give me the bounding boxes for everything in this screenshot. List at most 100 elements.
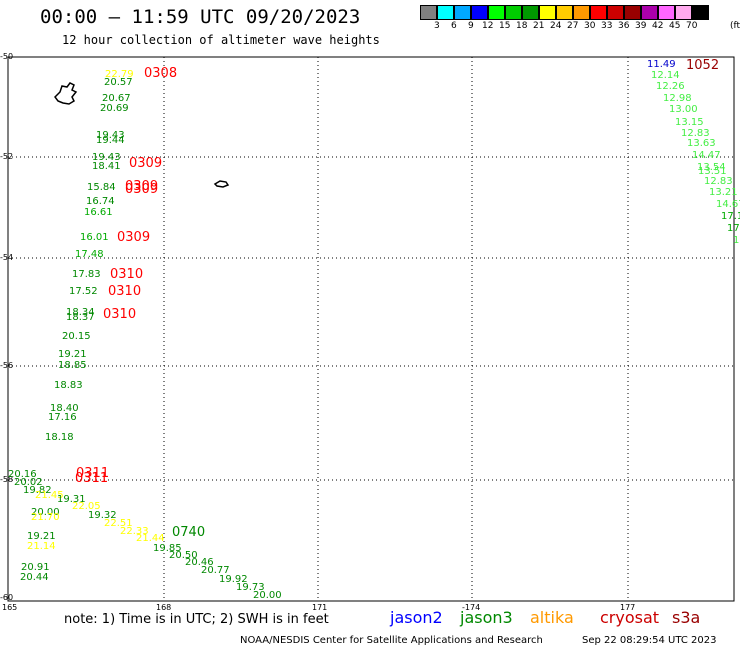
credit-line: NOAA/NESDIS Center for Satellite Applica… xyxy=(240,635,543,646)
latitude-label: -50 xyxy=(0,52,14,61)
wave-height-value: 13.51 xyxy=(698,166,727,177)
pass-id-label: 0740 xyxy=(172,525,206,540)
map-title: 00:00 – 11:59 UTC 09/20/2023 xyxy=(40,6,361,28)
wave-height-value: 18.41 xyxy=(92,161,121,172)
latitude-label: -58 xyxy=(0,475,14,484)
legend-tick-label: 15 xyxy=(499,21,511,31)
wave-height-value: 20.44 xyxy=(20,572,49,583)
longitude-label: 171 xyxy=(312,603,328,612)
wave-height-value: 20.50 xyxy=(169,550,198,561)
generated-timestamp: Sep 22 08:29:54 UTC 2023 xyxy=(582,635,717,646)
wave-height-value: 20.77 xyxy=(201,565,230,576)
legend-swatch xyxy=(556,5,573,20)
legend-swatch xyxy=(539,5,556,20)
longitude-label: 177 xyxy=(620,603,636,612)
legend-tick-label: 6 xyxy=(451,21,457,31)
wave-height-value: 20.91 xyxy=(21,562,50,573)
legend-swatch xyxy=(454,5,471,20)
wave-height-value: 13.54 xyxy=(697,162,726,173)
map-gridlines xyxy=(8,57,734,601)
legend-swatch xyxy=(437,5,454,20)
wave-height-value: 14.47 xyxy=(692,150,721,161)
legend-unit: (ft) xyxy=(730,21,740,31)
satellite-s3a-label: s3a xyxy=(672,608,701,627)
wave-height-value: 20.69 xyxy=(100,103,129,114)
legend-swatch xyxy=(420,5,437,20)
pass-id-label: 0308 xyxy=(144,66,178,81)
latitude-label: -56 xyxy=(0,361,14,370)
latitude-label: -60 xyxy=(0,593,14,602)
legend-swatch xyxy=(624,5,641,20)
legend-swatch xyxy=(692,5,709,20)
legend-tick-label: 42 xyxy=(652,21,664,31)
map-border xyxy=(7,56,735,602)
wave-height-value: 17.83 xyxy=(72,269,101,280)
auckland-islands-coastline xyxy=(54,82,78,105)
legend-tick-label: 45 xyxy=(669,21,681,31)
wave-height-value: 12.83 xyxy=(704,176,733,187)
wave-height-value: 19.92 xyxy=(219,574,248,585)
wave-height-value: 18.18 xyxy=(45,432,74,443)
wave-height-value: 19.32 xyxy=(88,510,117,521)
legend-swatches xyxy=(420,5,709,20)
wave-height-value: 20.46 xyxy=(185,557,214,568)
legend-tick-label: 12 xyxy=(482,21,494,31)
wave-height-value: 22.51 xyxy=(104,518,133,529)
wave-height-value: 16.61 xyxy=(84,207,113,218)
wave-height-value: 19.21 xyxy=(58,349,87,360)
wave-height-value: 17.1 xyxy=(721,211,740,222)
legend-swatch xyxy=(488,5,505,20)
wave-height-value: 22.79 xyxy=(105,69,134,80)
campbell-island-coastline xyxy=(213,180,230,188)
footnote: note: 1) Time is in UTC; 2) SWH is in fe… xyxy=(64,612,329,627)
wave-height-value: 19.44 xyxy=(96,135,125,146)
legend-tick-label: 21 xyxy=(533,21,545,31)
wave-height-value: 13.63 xyxy=(687,138,716,149)
wave-height-value: 19.31 xyxy=(57,494,86,505)
legend-tick-label: 39 xyxy=(635,21,647,31)
pass-id-label: 0310 xyxy=(110,267,144,282)
wave-height-value: 17.48 xyxy=(75,249,104,260)
wave-height-value: 14.67 xyxy=(716,199,740,210)
wave-height-value: 12.26 xyxy=(656,81,685,92)
wave-height-value: 17.52 xyxy=(69,286,98,297)
wave-height-value: 20.00 xyxy=(253,590,282,601)
longitude-label: 165 xyxy=(2,603,18,612)
pass-id-label: 0309 xyxy=(129,156,163,171)
legend-swatch xyxy=(522,5,539,20)
wave-height-value: 19.21 xyxy=(27,531,56,542)
wave-height-value: 13.15 xyxy=(675,117,704,128)
map-subtitle: 12 hour collection of altimeter wave hei… xyxy=(62,33,380,47)
satellite-jason3-label: jason3 xyxy=(460,608,513,627)
wave-height-value: 20.16 xyxy=(8,469,37,480)
wave-height-value: 21.45 xyxy=(35,490,64,501)
wave-height-value: 18.34 xyxy=(66,307,95,318)
wave-height-value: 20.57 xyxy=(104,77,133,88)
wave-height-value: 18.83 xyxy=(54,380,83,391)
wave-height-value: 12.14 xyxy=(651,70,680,81)
legend-swatch xyxy=(505,5,522,20)
legend-swatch xyxy=(675,5,692,20)
wave-height-value: 17.16 xyxy=(48,412,77,423)
pass-id-label: 0309 xyxy=(117,230,151,245)
pass-id-label: 0310 xyxy=(103,307,137,322)
wave-height-value: 18.40 xyxy=(50,403,79,414)
wave-height-value: 12.83 xyxy=(681,128,710,139)
wave-height-value: 20.67 xyxy=(102,93,131,104)
satellite-altika-label: altika xyxy=(530,608,574,627)
wave-height-value: 19.73 xyxy=(236,582,265,593)
legend-swatch xyxy=(590,5,607,20)
latitude-label: -52 xyxy=(0,152,14,161)
wave-height-value: 17 xyxy=(727,223,740,234)
legend-tick-label: 3 xyxy=(434,21,440,31)
longitude-label: -174 xyxy=(462,603,481,612)
wave-height-value: 22.33 xyxy=(120,526,149,537)
wave-height-value: 20.00 xyxy=(31,507,60,518)
wave-height-value: 20.02 xyxy=(14,477,43,488)
wave-height-value: 21.70 xyxy=(31,512,60,523)
wave-height-value: 13.21 xyxy=(709,187,738,198)
wave-height-value: 18.37 xyxy=(66,312,95,323)
